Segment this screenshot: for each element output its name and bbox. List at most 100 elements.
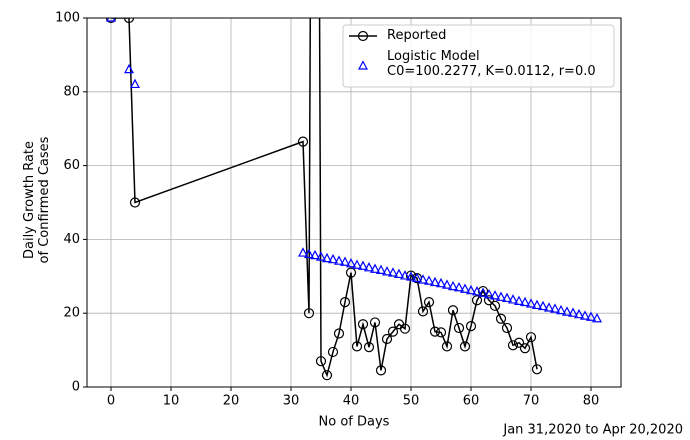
point: [513, 337, 525, 348]
point: [508, 294, 518, 304]
point: [447, 305, 459, 316]
point: [327, 346, 339, 358]
point: [550, 303, 560, 313]
point: [592, 312, 602, 323]
point: [304, 248, 314, 259]
point: [459, 341, 471, 352]
point: [406, 271, 416, 281]
point: [364, 262, 374, 272]
point: [520, 296, 530, 307]
x-tick-label: 10: [163, 394, 180, 409]
legend-marker: [357, 30, 369, 42]
point: [442, 279, 452, 289]
point: [454, 281, 464, 292]
point: [448, 280, 458, 291]
legend-label: Reported: [387, 28, 447, 43]
point: [340, 256, 350, 266]
y-tick-label: 20: [63, 306, 80, 321]
point: [531, 364, 543, 375]
legend-box: [342, 24, 615, 88]
point: [586, 311, 596, 321]
point: [501, 322, 513, 334]
point: [526, 298, 536, 308]
series-line: [111, 18, 538, 378]
point: [418, 274, 428, 284]
point: [544, 302, 554, 312]
point: [400, 270, 410, 280]
point: [351, 341, 363, 352]
point: [532, 299, 542, 310]
point: [334, 255, 344, 265]
point: [424, 275, 434, 285]
point: [297, 136, 309, 147]
x-tick-label: 20: [223, 394, 240, 409]
point: [502, 292, 512, 303]
point: [495, 313, 507, 324]
point: [345, 267, 357, 278]
footnote: Jan 31,2020 to Apr 20,2020: [502, 423, 683, 438]
point: [124, 63, 134, 74]
point: [580, 310, 590, 320]
point: [574, 308, 584, 319]
point: [399, 323, 411, 334]
y-tick-label: 60: [63, 158, 80, 173]
y-tick-label: 40: [63, 232, 80, 247]
y-tick-label: 100: [55, 11, 80, 26]
point: [375, 365, 387, 376]
point: [352, 259, 362, 269]
point: [453, 322, 465, 334]
legend-label: Logistic Model C0=100.2277, K=0.0112, r=…: [387, 49, 596, 79]
point: [525, 332, 537, 343]
x-tick-label: 50: [403, 394, 420, 409]
point: [471, 295, 483, 306]
point: [394, 268, 404, 279]
point: [514, 295, 524, 305]
point: [381, 333, 393, 345]
y-axis-label: Daily Growth Rate of Confirmed Cases: [22, 136, 52, 264]
point: [382, 266, 392, 276]
point: [310, 249, 320, 260]
x-tick-label: 80: [583, 394, 600, 409]
point: [412, 272, 422, 283]
point: [388, 267, 398, 277]
point: [435, 327, 447, 338]
point: [387, 326, 399, 337]
plot-area: [105, 18, 602, 381]
y-tick-label: 80: [63, 84, 80, 99]
point: [423, 297, 435, 308]
x-tick-label: 0: [107, 394, 115, 409]
point: [465, 321, 477, 332]
point: [484, 288, 494, 299]
point: [441, 341, 453, 352]
axes: 0 10 20 30 40 50 60 70 80 0 20 40 60 80 100: [55, 11, 615, 409]
point: [106, 18, 116, 22]
point: [472, 286, 482, 296]
point: [123, 18, 135, 24]
axes-frame: [86, 17, 622, 388]
legend-marker: [358, 60, 368, 70]
point: [358, 260, 368, 270]
point: [489, 300, 501, 311]
point: [130, 78, 140, 89]
point: [333, 328, 345, 339]
point: [322, 252, 332, 263]
point: [298, 247, 308, 257]
point: [460, 283, 470, 293]
point: [417, 306, 429, 317]
point: [556, 304, 566, 315]
y-tick-label: 0: [72, 380, 80, 395]
point: [303, 308, 315, 319]
x-tick-label: 60: [463, 394, 480, 409]
point: [478, 287, 488, 297]
point: [466, 284, 476, 295]
x-tick-label: 30: [283, 394, 300, 409]
point: [346, 257, 356, 268]
x-tick-label: 70: [523, 394, 540, 409]
point: [129, 197, 141, 208]
point: [370, 263, 380, 273]
point: [339, 297, 351, 308]
x-axis-label: No of Days: [319, 415, 390, 430]
x-tick-label: 40: [343, 394, 360, 409]
point: [357, 319, 369, 330]
